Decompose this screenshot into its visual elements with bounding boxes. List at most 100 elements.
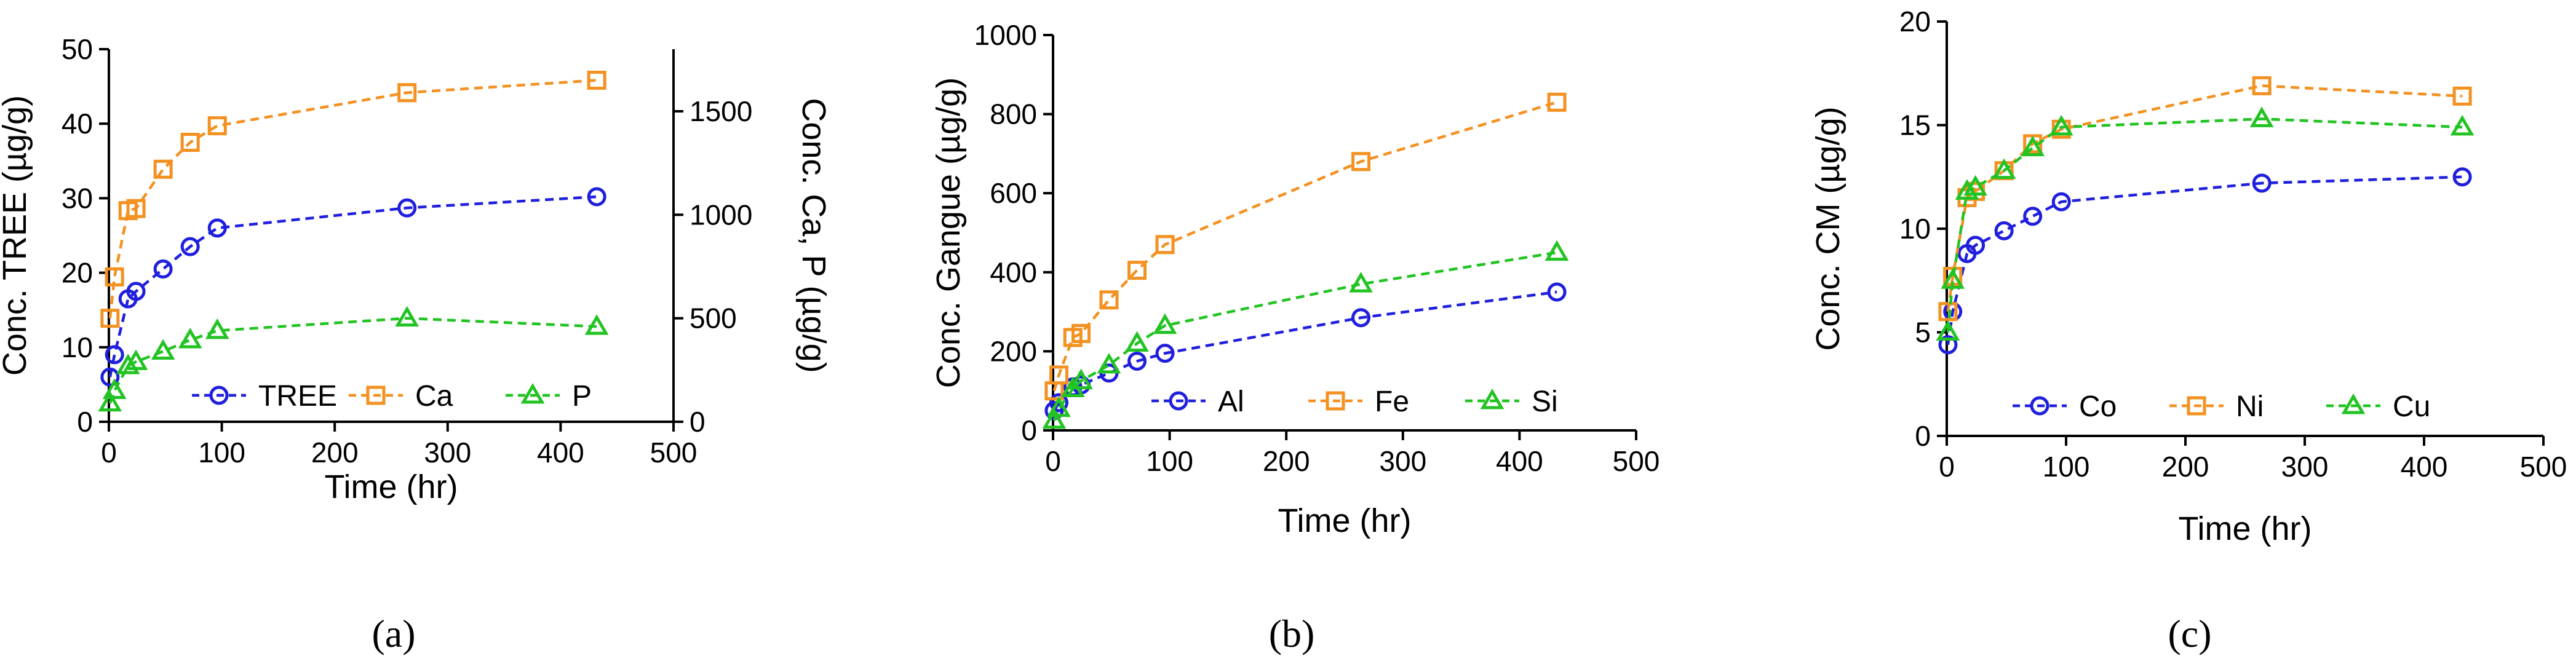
y-tick-label: 10 [62,331,93,363]
legend-label-tree: TREE [258,380,337,413]
x-axis-title: Time (hr) [1278,502,1412,539]
legend-marker-cu [2341,393,2366,414]
x-tick-label: 100 [198,437,245,468]
y-tick-label: 600 [990,177,1037,209]
data-point-si [1042,408,1067,429]
chart-panel-b: 0 100 200 300 400 500 0 200 400 600 800 1000 Time (h… [930,19,1660,539]
x-tick-label: 0 [1045,445,1061,477]
legend-marker-p [520,382,545,404]
x-tick-label: 300 [2281,451,2329,483]
legend-label-ca: Ca [415,380,453,413]
y-tick-label: 30 [62,182,93,214]
data-point-p [116,354,140,374]
data-point-co [1994,221,2014,240]
y-tick-label: 0 [1021,414,1037,446]
legend-marker-ca [366,385,386,405]
y2-tick-label: 0 [690,406,706,438]
data-point-p [395,306,419,327]
panel-label-b: (b) [1269,612,1315,655]
data-point-fe [1351,152,1371,172]
data-point-al [1049,393,1068,413]
y-tick-label: 800 [990,98,1037,130]
y-tick-label: 400 [990,256,1037,288]
data-point-ca [100,309,120,328]
series-line-tree [108,195,597,378]
series-line-ca [108,79,597,318]
data-point-si [1544,240,1569,261]
data-point-tree [587,187,606,207]
data-point-p [151,339,175,360]
data-point-co [1938,335,1958,355]
x-tick-label: 0 [1939,451,1955,483]
data-point-cu [2049,114,2073,136]
series-line-si [1052,251,1557,421]
data-point-fe [1547,92,1567,112]
x-axis-title: Time (hr) [2179,510,2312,547]
data-point-cu [1992,158,2016,180]
y-tick-label: 1000 [974,19,1037,51]
y-tick-label: 40 [62,108,93,140]
data-point-al [1547,282,1567,302]
chart-panel-a: 0 100 200 300 400 50001020304050050010001500T… [0,33,832,505]
data-point-si [1069,368,1093,390]
legend-label-ni: Ni [2236,390,2264,423]
y-axis-title: Conc. CM (µg/g) [1810,106,1847,350]
x-tick-label: 400 [537,437,584,468]
data-point-fe [1049,365,1068,385]
legend-marker-co [2030,396,2049,416]
data-point-co [2252,173,2272,193]
data-point-tree [207,218,227,238]
data-point-p [102,378,127,399]
series-line-cu [1946,117,2463,333]
data-point-ca [180,133,200,152]
data-point-si [1125,331,1149,352]
legend-label-p: P [572,380,592,413]
data-point-p [98,390,122,412]
data-point-fe [1127,261,1147,280]
data-point-tree [105,345,124,365]
data-point-cu [2450,114,2475,136]
y-tick-label: 20 [62,257,93,289]
data-point-tree [100,367,120,387]
data-point-ca [397,83,417,103]
data-point-ca [126,199,146,218]
data-point-al [1155,344,1175,363]
data-point-tree [180,237,200,256]
y-tick-label: 0 [1915,420,1931,452]
y-tick-label: 20 [1899,6,1931,38]
legend-marker-ni [2187,396,2206,416]
x-tick-label: 500 [2520,451,2567,483]
data-point-fe [1071,323,1091,343]
data-point-tree [153,259,173,279]
x-tick-label: 200 [2162,451,2209,483]
data-point-cu [2021,135,2045,157]
y-tick-label: 15 [1899,109,1931,141]
data-point-tree [126,282,146,301]
data-point-cu [1941,268,1965,289]
legend-marker-si [1480,388,1505,409]
y2-tick-label: 500 [690,302,737,334]
data-point-co [1966,235,1986,255]
data-point-si [1349,272,1373,293]
x-tick-label: 400 [1496,445,1543,477]
data-point-ni [1938,302,1958,322]
x-tick-label: 100 [1146,445,1193,477]
y-tick-label: 200 [990,335,1037,367]
y2-axis-title: Conc. Ca, P (µg/g) [795,98,832,373]
data-point-co [2051,192,2071,211]
data-point-ca [105,267,124,287]
legend-marker-al [1169,391,1188,411]
data-point-fe [1155,235,1175,255]
legend-label-al: Al [1218,385,1244,418]
data-point-p [205,318,229,339]
data-point-ca [207,116,227,136]
data-point-cu [1936,320,1960,341]
y-axis-title: Conc. TREE (µg/g) [0,95,33,376]
data-point-cu [1963,175,1987,196]
x-tick-label: 200 [1263,445,1310,477]
series-line-ni [1946,84,2463,312]
data-point-co [2452,167,2472,187]
legend-marker-tree [209,385,229,405]
data-point-si [1047,396,1071,417]
legend-marker-fe [1326,391,1345,411]
